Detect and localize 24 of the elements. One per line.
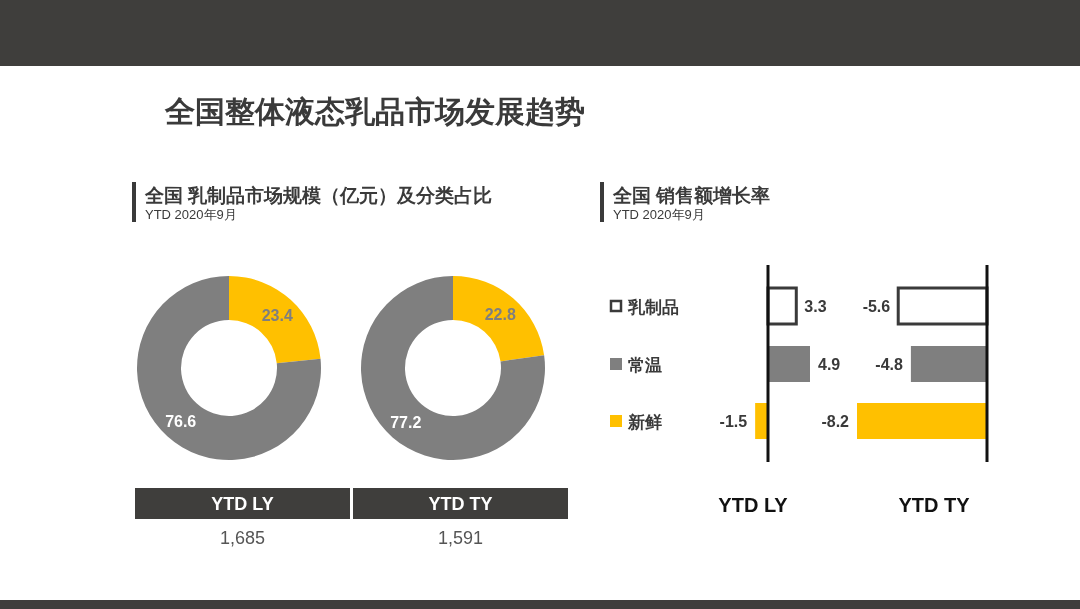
x-axis-title: YTD TY — [898, 494, 971, 516]
data-label: 4.9 — [818, 356, 841, 373]
y-tick-label: 新鲜 — [627, 413, 662, 432]
data-label: 76.6 — [165, 413, 197, 431]
chart-title: 全国 销售额增长率 — [612, 185, 771, 206]
text: YTD TY — [428, 494, 493, 514]
chart-title: 全国 乳制品市场规模（亿元）及分类占比 — [144, 185, 493, 206]
data-label: -8.2 — [821, 413, 850, 430]
data-label: 3.3 — [804, 298, 827, 315]
data-label: -4.8 — [875, 356, 903, 373]
y-tick-label: 乳制品 — [627, 298, 679, 317]
chart-subtitle: YTD 2020年9月 — [613, 207, 705, 222]
text: 1,685 — [219, 528, 266, 548]
text: 全国整体液态乳品市场发展趋势 — [164, 95, 585, 128]
chart-subtitle: YTD 2020年9月 — [145, 207, 237, 222]
data-label: -5.6 — [862, 298, 891, 315]
data-label: 22.8 — [484, 305, 516, 323]
data-label: 77.2 — [390, 414, 422, 432]
data-label: -1.5 — [719, 413, 748, 430]
data-label: 23.4 — [261, 306, 293, 324]
text: YTD LY — [211, 494, 274, 514]
x-axis-title: YTD LY — [718, 494, 789, 516]
text: 1,591 — [437, 528, 484, 548]
y-tick-label: 常温 — [628, 356, 662, 375]
